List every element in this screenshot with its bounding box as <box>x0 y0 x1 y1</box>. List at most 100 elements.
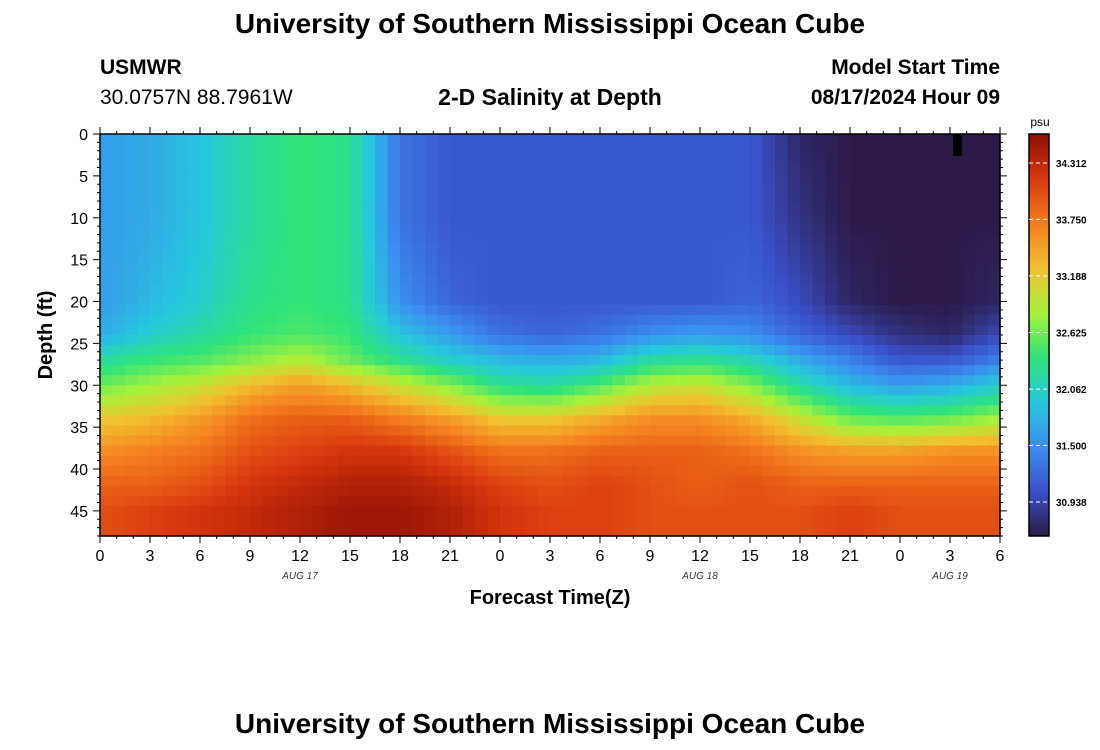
heatmap-cell <box>125 194 139 205</box>
heatmap-cell <box>750 164 764 175</box>
heatmap-cell <box>962 264 976 276</box>
heatmap-cell <box>112 264 126 276</box>
heatmap-cell <box>187 254 201 266</box>
heatmap-cell <box>900 375 914 386</box>
heatmap-cell <box>362 415 376 427</box>
heatmap-cell <box>987 224 1001 236</box>
heatmap-cell <box>587 314 601 326</box>
heatmap-cell <box>237 495 251 507</box>
heatmap-cell <box>950 214 964 226</box>
heatmap-cell <box>887 134 901 145</box>
heatmap-cell <box>350 435 364 447</box>
heatmap-cell <box>225 475 239 487</box>
heatmap-cell <box>500 164 514 175</box>
heatmap-cell <box>787 144 801 155</box>
heatmap-cell <box>975 485 989 497</box>
heatmap-cell <box>300 254 314 266</box>
heatmap-cell <box>762 134 776 145</box>
heatmap-cell <box>837 465 851 477</box>
heatmap-cell <box>662 254 676 266</box>
heatmap-cell <box>162 455 176 467</box>
heatmap-cell <box>650 495 664 507</box>
heatmap-cell <box>175 214 189 226</box>
heatmap-cell <box>225 264 239 276</box>
heatmap-cell <box>800 495 814 507</box>
heatmap-cell <box>750 425 764 437</box>
heatmap-cell <box>650 174 664 185</box>
heatmap-cell <box>387 314 401 326</box>
heatmap-cell <box>737 224 751 236</box>
heatmap-cell <box>925 415 939 427</box>
heatmap-cell <box>787 355 801 366</box>
heatmap-cell <box>500 415 514 427</box>
heatmap-cell <box>975 314 989 326</box>
heatmap-cell <box>537 254 551 266</box>
heatmap-cell <box>325 505 339 517</box>
heatmap-cell <box>387 214 401 226</box>
heatmap-cell <box>450 455 464 467</box>
heatmap-cell <box>725 365 739 376</box>
heatmap-cell <box>637 284 651 296</box>
heatmap-cell <box>262 184 276 195</box>
heatmap-cell <box>525 435 539 447</box>
heatmap-cell <box>137 365 151 376</box>
heatmap-cell <box>512 294 526 306</box>
heatmap-cell <box>487 134 501 145</box>
heatmap-cell <box>437 435 451 447</box>
heatmap-cell <box>500 355 514 366</box>
heatmap-cell <box>812 365 826 376</box>
heatmap-cell <box>212 465 226 477</box>
heatmap-cell <box>962 415 976 427</box>
heatmap-cell <box>175 425 189 437</box>
heatmap-cell <box>762 415 776 427</box>
heatmap-cell <box>375 355 389 366</box>
heatmap-cell <box>112 274 126 286</box>
heatmap-cell <box>500 515 514 527</box>
heatmap-cell <box>975 425 989 437</box>
heatmap-cell <box>475 385 489 396</box>
heatmap-cell <box>912 234 926 246</box>
heatmap-cell <box>100 385 114 396</box>
heatmap-cell <box>562 385 576 396</box>
heatmap-cell <box>375 335 389 346</box>
heatmap-cell <box>487 525 501 537</box>
heatmap-cell <box>525 445 539 457</box>
heatmap-cell <box>762 395 776 406</box>
heatmap-cell <box>337 214 351 226</box>
heatmap-cell <box>750 515 764 527</box>
heatmap-cell <box>137 335 151 346</box>
colorbar-tick-label: 30.938 <box>1056 498 1087 509</box>
heatmap-cell <box>837 274 851 286</box>
heatmap-cell <box>637 304 651 316</box>
heatmap-cell <box>100 314 114 326</box>
heatmap-cell <box>537 194 551 205</box>
heatmap-cell <box>950 525 964 537</box>
heatmap-cell <box>662 164 676 175</box>
heatmap-cell <box>612 425 626 437</box>
heatmap-cell <box>462 324 476 336</box>
heatmap-cell <box>675 355 689 366</box>
heatmap-cell <box>512 174 526 185</box>
heatmap-cell <box>187 415 201 427</box>
heatmap-cell <box>687 485 701 497</box>
heatmap-cell <box>400 515 414 527</box>
heatmap-cell <box>137 515 151 527</box>
heatmap-cell <box>500 385 514 396</box>
heatmap-cell <box>562 184 576 195</box>
heatmap-cell <box>250 475 264 487</box>
heatmap-cell <box>675 425 689 437</box>
heatmap-cell <box>475 505 489 517</box>
heatmap-cell <box>437 445 451 457</box>
heatmap-cell <box>300 405 314 416</box>
heatmap-cell <box>637 525 651 537</box>
heatmap-cell <box>337 525 351 537</box>
heatmap-cell <box>887 154 901 165</box>
x-tick-label: 3 <box>146 548 155 565</box>
heatmap-cell <box>825 134 839 145</box>
y-tick-label: 30 <box>70 378 88 395</box>
heatmap-cell <box>500 445 514 457</box>
heatmap-cell <box>175 164 189 175</box>
heatmap-cell <box>375 495 389 507</box>
heatmap-cell <box>600 375 614 386</box>
heatmap-cell <box>337 254 351 266</box>
